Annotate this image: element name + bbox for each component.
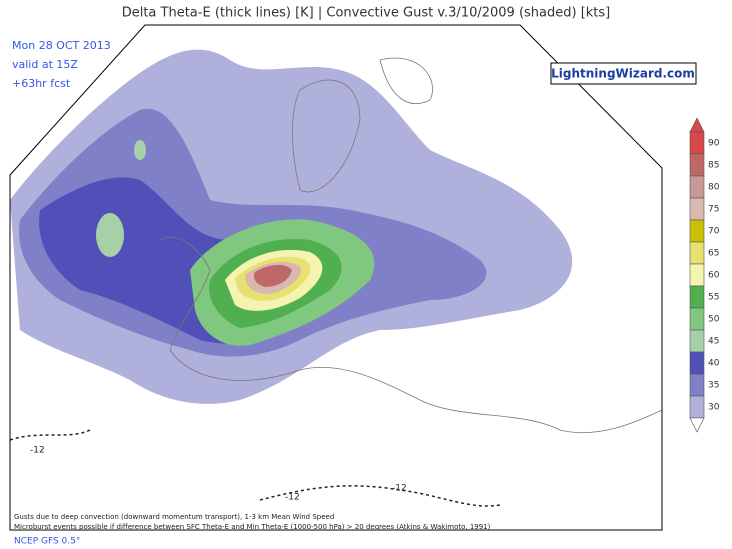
colorbar-label: 45 [708,337,719,347]
contour-label: -12 [285,493,300,503]
footer-note: Microburst events possible if difference… [14,523,491,531]
colorbar-label: 75 [708,205,719,215]
date-label: Mon 28 OCT 2013 [12,39,111,52]
colorbar-label: 50 [708,315,720,325]
colorbar-label: 70 [708,227,720,237]
colorbar: 90 85 80 75 70 65 60 55 50 45 40 35 30 [689,117,720,433]
colorbar-label: 65 [708,249,719,259]
colorbar-label: 90 [708,139,720,149]
colorbar-swatch [689,263,705,287]
colorbar-label: 85 [708,161,719,171]
contour-label: -12 [30,446,45,456]
map-title: Delta Theta-E (thick lines) [K] | Convec… [122,6,611,21]
source-label: NCEP GFS 0.5° [14,537,80,547]
footer-note: Gusts due to deep convection (downward m… [14,513,334,521]
colorbar-swatch [689,351,705,375]
colorbar-swatch [689,219,705,243]
logo: LightningWizard.com [551,67,695,81]
colorbar-swatch [689,395,705,419]
colorbar-swatch [689,307,705,331]
colorbar-label: 35 [708,381,719,391]
colorbar-swatch [689,373,705,397]
colorbar-label: 40 [708,359,720,369]
colorbar-swatch [689,285,705,309]
colorbar-swatch [689,329,705,353]
colorbar-swatch [689,153,705,177]
colorbar-label: 55 [708,293,719,303]
colorbar-swatch [689,197,705,221]
colorbar-swatch [689,241,705,265]
logo-box [550,62,697,85]
contour-label: -12 [392,484,407,494]
valid-label: valid at 15Z [12,58,78,71]
colorbar-arrow [689,117,705,133]
forecast-label: +63hr fcst [12,77,71,90]
colorbar-label: 60 [708,271,720,281]
colorbar-arrow [689,417,705,433]
colorbar-label: 30 [708,403,720,413]
colorbar-label: 80 [708,183,720,193]
colorbar-swatch [689,175,705,199]
colorbar-swatch [689,131,705,155]
